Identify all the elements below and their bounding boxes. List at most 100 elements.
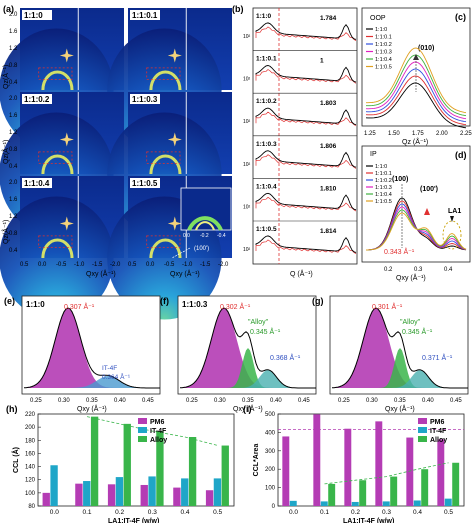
panel-d-label-peak: 0.343 Å⁻¹ (384, 247, 415, 256)
profile-black-curve (255, 65, 357, 83)
axis-tick-label: -1.0 (74, 262, 85, 268)
axis-tick-label: -2.0 (110, 262, 121, 268)
profile-row: 1:1:0.3 10² 1.806 (243, 135, 357, 169)
region-box (146, 67, 181, 80)
axis-tick-label: 1.25 (364, 131, 376, 137)
row-peak-label: 1.814 (320, 228, 337, 235)
chart-panel-label: (i) (243, 404, 252, 414)
inset-tick-label: -0.2 (200, 233, 209, 239)
row-sample-label: 1:1:0.3 (256, 141, 277, 148)
region-box (38, 151, 73, 164)
panel-b: (b) 1:1:0 10² 1.784 1:1:0.1 10² 1 1:1:0.2 10² 1.… (232, 4, 358, 278)
x-axis-label: LA1:IT-4F (w/w) (343, 518, 394, 523)
y-tick-label: 220 (25, 412, 36, 418)
profile-red-curve (255, 111, 357, 127)
y-tick-label: 80 (28, 504, 35, 510)
row-sample-label: 1:1:0.4 (256, 183, 277, 190)
axis-tick-label: 0.5 (128, 262, 137, 268)
inset-image (180, 187, 232, 231)
region-box (146, 235, 181, 248)
bar-it-4f (181, 478, 189, 506)
legend-entry: Alloy (150, 437, 167, 444)
bar-alloy (452, 462, 460, 506)
lamella-ring (149, 238, 182, 259)
row-sample-label: 1:1:0 (256, 13, 272, 20)
panel-e-label: (e) (4, 296, 15, 306)
profile-red-curve (255, 26, 357, 41)
y-tick-label: 180 (25, 438, 36, 444)
axis-tick-label: 0.45 (142, 398, 154, 404)
alloy-label: "Alloy" (248, 319, 269, 326)
axis-tick-label: 1.2 (9, 214, 18, 220)
row-peak-label: 1.803 (320, 100, 337, 107)
x-tick-label: 0.3 (382, 509, 391, 516)
profile-row: 1:1:0 10² 1.784 (243, 13, 357, 41)
x-tick-label: 0.2 (351, 509, 360, 516)
bar-chart: (h) 80 100 120 140 160 180 200 220 0.0 0.1 0.2 0.3 0.… (6, 404, 235, 523)
panel-g: (g) 0.301 Å⁻¹ "Alloy"0.345 Å⁻¹ 0.371 Å⁻¹ 0.2… (312, 295, 469, 413)
bar-it-4f (213, 478, 222, 506)
legend-entry: 1:1:0.5 (375, 199, 392, 205)
x-tick-label: 0.1 (320, 509, 329, 516)
panel-f: (f) 1:1:0.3 0.302 Å⁻¹ "Alloy"0.345 Å⁻¹ 0.368… (160, 295, 317, 413)
panel-c: (c) OOP (010) 1:1:0 1:1:0.11:1:0.2 1:1:0.3… (361, 7, 472, 146)
x-tick-label: 0.5 (444, 509, 453, 516)
axis-tick-label: 2.0 (9, 180, 18, 186)
chart-frame (37, 413, 235, 507)
it4f-peak-label: 0.371 Å⁻¹ (422, 353, 453, 362)
y-tick-label: 100 (265, 486, 276, 492)
axis-tick-label: -1.0 (182, 262, 193, 268)
y-tick-label: 140 (25, 465, 36, 471)
alloy-peak-label: 0.345 Å⁻¹ (250, 327, 281, 336)
bar-it-4f (50, 465, 58, 506)
bar-pm6 (75, 483, 83, 506)
axis-tick-label: 0.25 (186, 398, 198, 404)
scattering-halo (0, 196, 114, 320)
x-tick-label: 0.4 (413, 509, 422, 516)
panel-a-ylabel-3: Qz(Å⁻¹) (1, 220, 10, 244)
x-tick-label: 0.3 (148, 509, 157, 516)
legend-swatch (418, 427, 427, 433)
bar-alloy (188, 437, 197, 506)
axis-tick-label: -1.5 (200, 262, 211, 268)
bar-alloy (359, 480, 367, 506)
axis-tick-label: 0.4 (9, 80, 18, 86)
oop-curve (366, 47, 467, 114)
legend-entry: 1:1:0.2 (375, 42, 392, 48)
profile-row: 1:1:0.1 10² 1 (243, 50, 357, 84)
trend-line (86, 416, 218, 446)
alloy-peak-fill (332, 348, 468, 388)
profile-red-curve (255, 154, 357, 169)
bar-it-4f (413, 500, 421, 506)
y-axis-label: CCL*Area (253, 444, 260, 477)
lamella-ring (149, 154, 182, 175)
axis-tick-label: 0.3 (414, 267, 423, 273)
bar-alloy (390, 476, 398, 506)
profile-red-curve (255, 239, 357, 254)
fit-envelope (179, 307, 316, 389)
legend-swatch (138, 418, 147, 424)
panel-d-label-100-prime: (100') (420, 186, 438, 193)
legend-entry: 1:1:0.4 (375, 57, 392, 63)
bar-pm6 (375, 421, 383, 506)
bar-alloy (123, 423, 131, 506)
inset-annotation: (100') (194, 246, 209, 252)
axis-tick-label: 2.0 (9, 12, 18, 18)
bar-it-4f (320, 501, 328, 506)
panel-c-xlabel: Qz (Å⁻¹) (402, 137, 428, 146)
region-box (38, 235, 73, 248)
it4f-peak-label: 0.364 Å⁻¹ (102, 372, 131, 381)
panel-xlabel: Qxy (Å⁻¹) (77, 404, 107, 413)
bar-it-4f (382, 501, 390, 506)
alloy-label: "Alloy" (400, 319, 421, 326)
panel-a-xlabel-left: Qxy (Å⁻¹) (86, 269, 116, 278)
row-ytick: 10² (243, 247, 251, 253)
bar-alloy (421, 469, 429, 506)
panel-e: (e) 1:1:0 0.307 Å⁻¹ IT-4F0.364 Å⁻¹ 0.25 0.30 0… (4, 295, 161, 413)
crosshair-icon (59, 132, 74, 147)
axis-tick-label: 0.25 (338, 398, 350, 404)
alloy-peak-label: 0.345 Å⁻¹ (402, 327, 433, 336)
trend-line (324, 462, 449, 485)
x-tick-label: 0.5 (213, 509, 222, 516)
